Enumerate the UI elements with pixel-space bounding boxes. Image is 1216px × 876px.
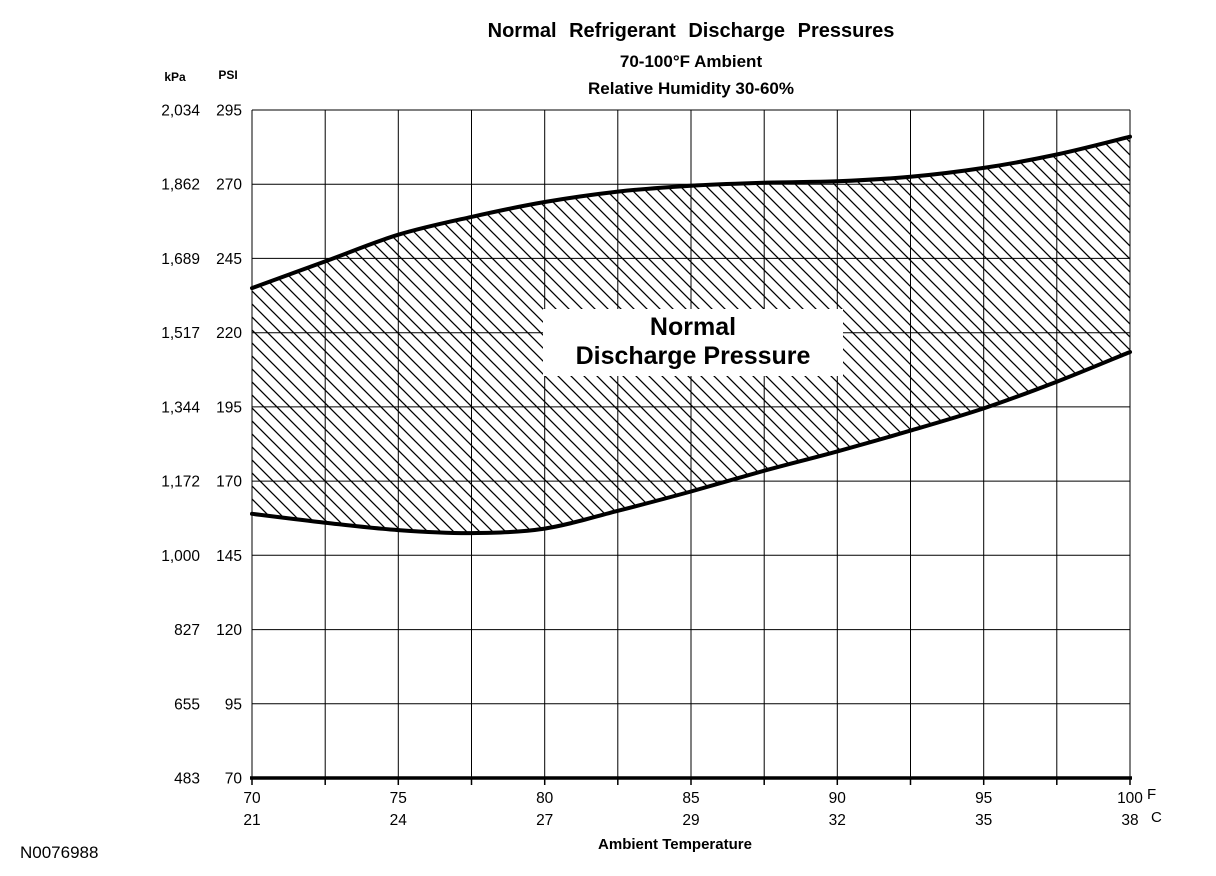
fahrenheit-tick-label: 100 [1117,790,1143,807]
fahrenheit-tick-label: 95 [975,790,992,807]
celsius-tick-label: 38 [1121,812,1138,829]
x-axis-title: Ambient Temperature [598,836,752,853]
psi-tick-label: 170 [216,474,242,491]
kpa-tick-label: 1,344 [161,399,200,416]
celsius-tick-label: 29 [682,812,699,829]
fahrenheit-tick-label: 90 [829,790,847,807]
kpa-tick-label: 1,172 [161,474,200,491]
psi-tick-label: 245 [216,251,242,268]
upper-limit-curve [250,134,1132,291]
psi-tick-label: 120 [216,622,242,639]
fahrenheit-tick-label: 85 [682,790,699,807]
chart-subtitle-humidity: Relative Humidity 30-60% [588,79,794,98]
psi-tick-label: 220 [216,325,242,342]
celsius-tick-label: 24 [390,812,408,829]
kpa-tick-label: 2,034 [161,103,200,120]
band-label: Normal Discharge Pressure [543,309,843,376]
kpa-tick-label: 827 [174,622,200,639]
celsius-tick-label: 27 [536,812,553,829]
celsius-tick-label: 21 [243,812,260,829]
x-axis-unit-fahrenheit: F [1147,786,1157,803]
band-label-line2: Discharge Pressure [575,342,811,370]
y-axis-unit-kpa: kPa [164,70,186,84]
band-label-line1: Normal [649,313,737,341]
document-id: N0076988 [20,843,99,862]
axis-labels: 2,034 295 1,862 270 1,689 245 1,517 220 1,344 195… [161,103,1143,830]
kpa-tick-label: 655 [174,696,200,713]
kpa-tick-label: 1,862 [161,177,200,194]
kpa-tick-label: 1,689 [161,251,200,268]
chart-subtitle-ambient: 70-100°F Ambient [619,52,763,71]
psi-tick-label: 270 [216,177,242,194]
x-axis-unit-celsius: C [1151,809,1162,826]
celsius-tick-label: 35 [975,812,992,829]
celsius-tick-label: 32 [829,812,846,829]
kpa-tick-label: 483 [174,771,200,788]
kpa-tick-label: 1,000 [161,548,200,565]
psi-tick-label: 145 [216,548,242,565]
y-axis-unit-psi: PSI [218,68,238,82]
chart-title: Normal Refrigerant Discharge Pressures [487,20,895,42]
fahrenheit-tick-label: 75 [390,790,407,807]
psi-tick-label: 295 [216,103,242,120]
fahrenheit-tick-label: 80 [536,790,554,807]
fahrenheit-tick-label: 70 [243,790,261,807]
lower-limit-curve [250,350,1132,536]
psi-tick-label: 95 [225,696,242,713]
kpa-tick-label: 1,517 [161,325,200,342]
psi-tick-label: 195 [216,399,242,416]
psi-tick-label: 70 [225,771,243,788]
